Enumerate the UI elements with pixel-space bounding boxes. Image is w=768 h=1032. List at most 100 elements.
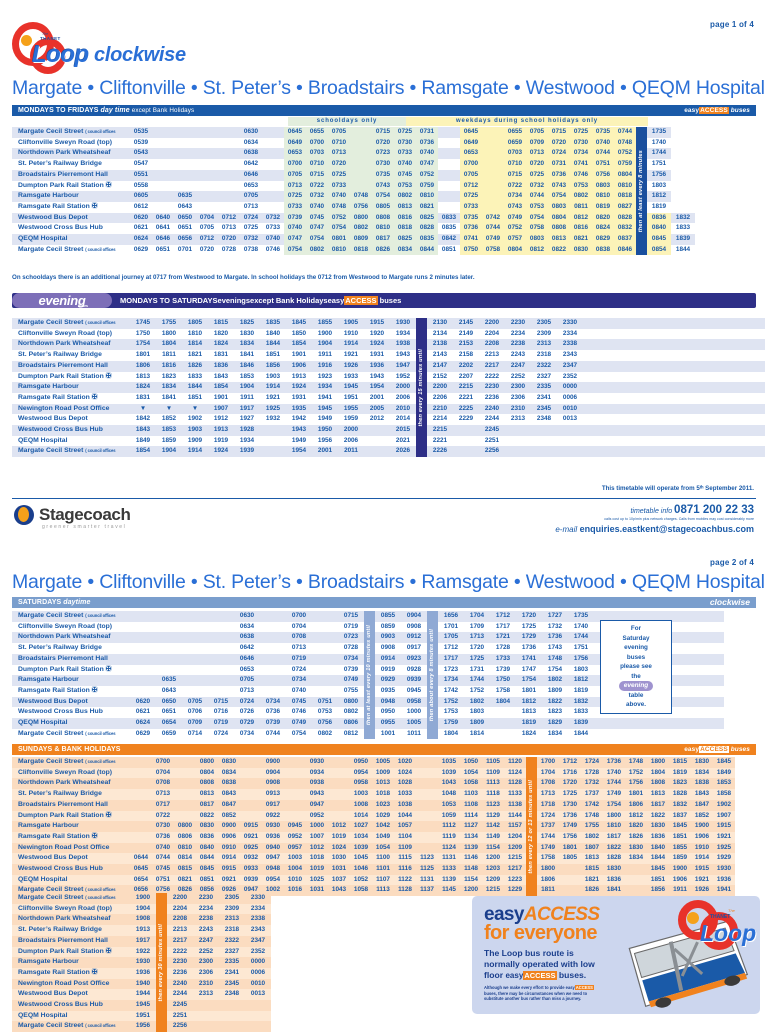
- time-cell: 2234: [193, 903, 219, 915]
- time-cell: 0733: [328, 180, 350, 192]
- time-cell: [661, 371, 687, 383]
- time-cell: 1229: [504, 885, 526, 897]
- time-cell: 0722: [504, 180, 526, 192]
- time-cell: 0705: [284, 169, 306, 181]
- time-cell: 0913: [262, 789, 284, 800]
- footer-divider: [12, 498, 756, 499]
- time-cell: 0641: [152, 223, 174, 235]
- time-cell: 1932: [260, 414, 286, 426]
- time-cell: 1752: [438, 696, 464, 708]
- time-cell: 2318: [219, 925, 245, 936]
- time-cell: [416, 789, 438, 800]
- time-cell: 1841: [156, 392, 182, 404]
- time-cell: [416, 842, 438, 854]
- time-cell: 0642: [234, 643, 260, 654]
- time-cell: 1921: [260, 392, 286, 404]
- time-cell: [531, 435, 557, 447]
- time-cell: [240, 799, 262, 811]
- time-cell: [156, 664, 182, 676]
- table-row: Broadstairs Pierremont Hall 1917 2217 2247 2…: [12, 935, 271, 947]
- time-cell: [174, 778, 196, 790]
- time-cell: 1907: [208, 403, 234, 415]
- time-cell: 0829: [592, 234, 614, 245]
- saturday-evening-note-box: For Saturday evening buses please see th…: [600, 620, 672, 714]
- time-cell: 1833: [671, 223, 695, 235]
- time-cell: 1704: [537, 767, 559, 779]
- table-row: Ramsgate Rail Station ✠ 0612 0643 0713 0733 0…: [12, 201, 695, 213]
- time-cell: 0919: [375, 664, 401, 676]
- time-cell: 2335: [219, 957, 245, 968]
- time-cell: 2230: [479, 382, 505, 393]
- time-cell: 2006: [338, 435, 364, 447]
- time-cell: 0653: [240, 180, 262, 192]
- time-cell: 0812: [526, 244, 548, 256]
- time-cell: 1905: [338, 318, 364, 329]
- time-cell: 0814: [174, 853, 196, 865]
- time-cell: [156, 643, 182, 654]
- time-cell: 0840: [196, 842, 218, 854]
- time-cell: 0759: [416, 180, 438, 192]
- time-cell: 0656: [174, 234, 196, 245]
- time-cell: 0833: [438, 212, 460, 224]
- table-row: Ramsgate Rail Station ✠ 1936 2236 2306 2341 0…: [12, 967, 271, 979]
- loop-ring-2-icon: [30, 38, 66, 74]
- time-cell: 1941: [713, 885, 735, 897]
- time-cell: 1816: [156, 360, 182, 372]
- time-cell: [609, 435, 635, 447]
- time-cell: [240, 767, 262, 779]
- time-cell: [687, 382, 713, 393]
- time-cell: [174, 810, 196, 822]
- stop-name-cell: Broadstairs Pierremont Hall: [12, 360, 130, 372]
- time-cell: 0813: [548, 234, 570, 245]
- time-cell: [130, 831, 152, 843]
- stop-name-cell: Northdown Park Wheatsheaf: [12, 339, 130, 351]
- timetable-info-phone[interactable]: 0871 200 22 33: [674, 504, 754, 516]
- time-cell: 1924: [364, 339, 390, 351]
- time-cell: 2352: [245, 946, 271, 958]
- table-row: Margate Cecil Street ( council offices 06…: [12, 728, 724, 740]
- time-cell: 2204: [479, 328, 505, 340]
- time-cell: 2213: [479, 350, 505, 361]
- time-cell: 1823: [156, 371, 182, 383]
- table-row: Northdown Park Wheatsheaf 0638 0708 0723 090…: [12, 632, 724, 644]
- time-cell: 2300: [193, 957, 219, 968]
- time-cell: 0855: [375, 611, 401, 622]
- time-cell: 1743: [542, 643, 568, 654]
- time-cell: 0819: [592, 201, 614, 213]
- time-cell: [739, 318, 765, 329]
- stop-name-cell: Westwood Cross Bus Hub: [12, 425, 130, 436]
- time-cell: 1751: [647, 159, 671, 170]
- time-cell: 1801: [625, 789, 647, 800]
- sun-title: SUNDAYS & BANK HOLIDAYS: [18, 746, 121, 753]
- time-cell: 1751: [568, 643, 594, 654]
- time-cell: 0800: [196, 757, 218, 768]
- time-cell: 1200: [460, 885, 482, 897]
- time-cell: 1805: [559, 853, 581, 865]
- time-cell: [557, 435, 583, 447]
- time-cell: [350, 137, 372, 149]
- time-cell: 0741: [570, 159, 592, 170]
- time-cell: 0748: [350, 191, 372, 202]
- time-cell: [635, 414, 661, 426]
- time-cell: [438, 191, 460, 202]
- time-cell: 0753: [394, 180, 416, 192]
- time-cell: 0806: [174, 831, 196, 843]
- time-cell: 1656: [438, 611, 464, 622]
- time-cell: 2352: [557, 371, 583, 383]
- time-cell: [635, 339, 661, 351]
- time-cell: [583, 328, 609, 340]
- time-cell: 0712: [218, 212, 240, 224]
- time-cell: 0705: [460, 169, 482, 181]
- time-cell: 1109: [482, 767, 504, 779]
- table-row: Ramsgate Rail Station ✠ 1831 1841 1851 1901 1…: [12, 392, 765, 404]
- stagecoach-mark-icon: [14, 505, 34, 525]
- time-cell: [713, 392, 739, 404]
- time-cell: [635, 435, 661, 447]
- time-cell: 1705: [438, 632, 464, 644]
- email-address[interactable]: enquiries.eastkent@stagecoachbus.com: [579, 524, 754, 534]
- time-cell: 0818: [394, 223, 416, 235]
- time-cell: 0900: [218, 821, 240, 832]
- time-cell: 0734: [570, 148, 592, 160]
- table-row: Westwood Bus Depot 0620 0640 0650 0704 0712 07…: [12, 212, 695, 224]
- time-cell: 1039: [350, 842, 372, 854]
